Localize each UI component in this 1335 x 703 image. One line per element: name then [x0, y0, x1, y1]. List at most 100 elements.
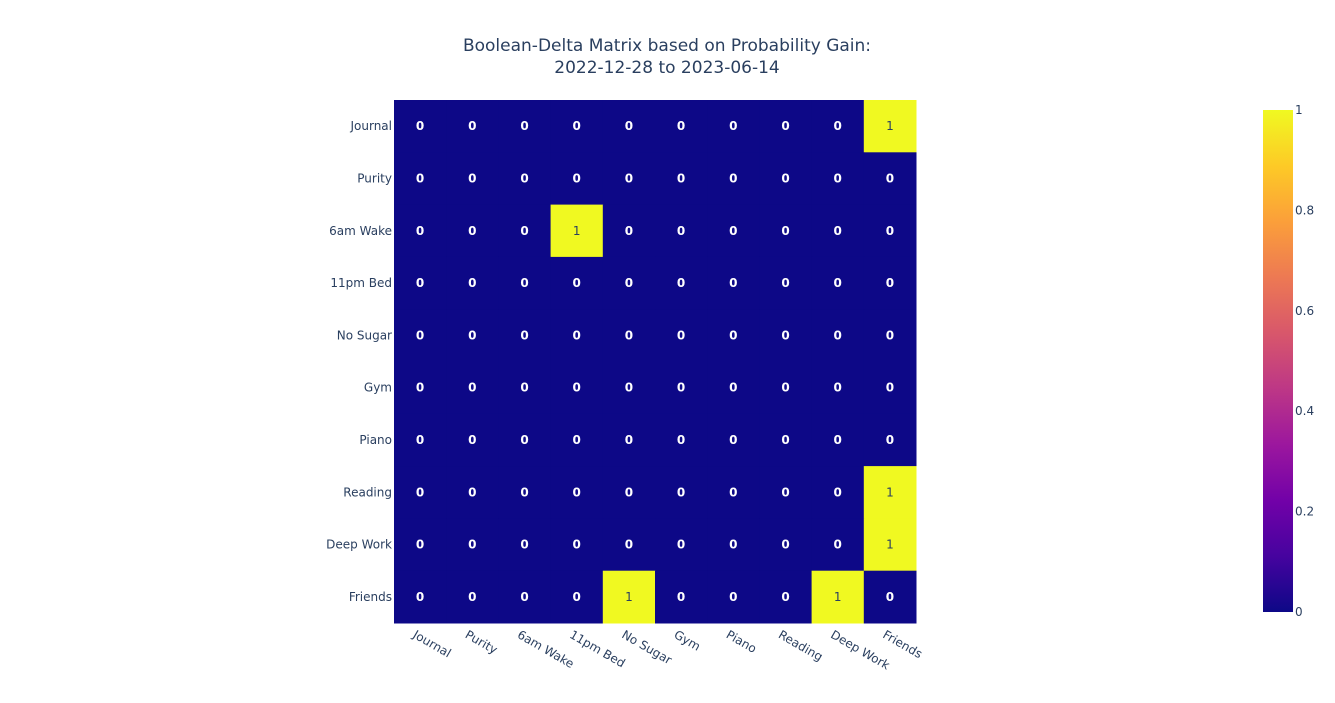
cell-value-label: 0 — [625, 381, 633, 395]
heatmap-cell — [602, 361, 656, 415]
cell-value-label: 0 — [520, 276, 528, 290]
x-tick-label: No Sugar — [619, 627, 674, 667]
heatmap-cell — [550, 256, 604, 310]
cell-value-label: 0 — [573, 590, 581, 604]
heatmap-cell — [446, 152, 499, 206]
cell-value-label: 0 — [677, 171, 685, 185]
cell-value-label: 0 — [729, 224, 737, 238]
heatmap-cell — [863, 256, 917, 310]
heatmap-cell — [498, 152, 552, 206]
cell-value-label: 0 — [573, 485, 581, 499]
heatmap-cell — [759, 309, 813, 362]
cell-value-label: 1 — [886, 538, 894, 552]
cell-value-label: 0 — [573, 381, 581, 395]
cell-value-label: 0 — [886, 381, 894, 395]
colorbar — [1263, 110, 1293, 612]
heatmap-cell — [446, 361, 499, 415]
cell-value-label: 0 — [729, 590, 737, 604]
heatmap-cell — [863, 570, 917, 624]
colorbar-tick-label: 0.2 — [1295, 505, 1314, 519]
heatmap-cell — [498, 309, 552, 362]
cell-value-label: 0 — [573, 276, 581, 290]
heatmap-cell — [446, 570, 499, 624]
y-axis-tick-labels: Journal Purity 6am Wake 11pm Bed No Sugar Gym… — [326, 119, 392, 604]
cell-value-label: 0 — [729, 171, 737, 185]
cell-value-label: 0 — [781, 433, 789, 447]
heatmap-cell — [707, 152, 760, 206]
cell-value-label: 0 — [834, 119, 842, 133]
cell-value-label: 0 — [520, 119, 528, 133]
cell-value-label: 0 — [573, 171, 581, 185]
heatmap-cell — [498, 413, 552, 467]
cell-value-label: 0 — [573, 538, 581, 552]
heatmap-cell — [811, 361, 865, 415]
cell-value-label: 1 — [573, 224, 581, 238]
cell-value-label: 0 — [468, 590, 476, 604]
cell-value-label: 0 — [886, 276, 894, 290]
cell-value-label: 0 — [468, 171, 476, 185]
chart-title-line-2: 2022-12-28 to 2023-06-14 — [554, 58, 779, 78]
heatmap-cell — [498, 100, 552, 153]
heatmap-cell — [498, 518, 552, 572]
colorbar-tick-label: 1 — [1295, 103, 1303, 117]
y-tick-label: 6am Wake — [329, 224, 392, 238]
cell-value-label: 0 — [781, 171, 789, 185]
heatmap-cell — [863, 309, 917, 362]
cell-value-label: 0 — [416, 381, 424, 395]
heatmap-cell — [602, 204, 656, 258]
heatmap-cell — [707, 309, 760, 362]
heatmap-cells: 0 0 0 0 0 0 0 0 0 1 0 0 0 0 0 0 0 0 0 0 0 0 0 1 0 0 0 0 0 0 0 0 0 0 0 0 0 0 0 0… — [394, 100, 917, 624]
cell-value-label: 0 — [886, 328, 894, 342]
heatmap-cell — [602, 256, 656, 310]
cell-value-label: 0 — [468, 485, 476, 499]
colorbar-tick-labels: 0 0.2 0.4 0.6 0.8 1 — [1295, 103, 1314, 619]
heatmap-cell — [550, 204, 604, 258]
cell-value-label: 0 — [886, 433, 894, 447]
cell-value-label: 0 — [781, 224, 789, 238]
cell-value-label: 0 — [781, 328, 789, 342]
cell-value-label: 0 — [625, 485, 633, 499]
cell-value-label: 0 — [468, 119, 476, 133]
cell-value-label: 0 — [468, 381, 476, 395]
cell-value-label: 0 — [520, 433, 528, 447]
cell-value-label: 0 — [625, 433, 633, 447]
cell-value-label: 0 — [834, 538, 842, 552]
y-tick-label: Journal — [349, 119, 392, 133]
cell-value-label: 0 — [416, 171, 424, 185]
cell-value-label: 1 — [625, 590, 633, 604]
cell-value-label: 0 — [729, 381, 737, 395]
heatmap-cell — [707, 466, 760, 519]
heatmap-cell — [394, 100, 447, 153]
cell-value-label: 0 — [781, 381, 789, 395]
heatmap-cell — [811, 413, 865, 467]
heatmap-cell — [394, 518, 447, 572]
heatmap-cell — [863, 413, 917, 467]
cell-value-label: 0 — [834, 171, 842, 185]
heatmap-cell — [498, 570, 552, 624]
heatmap-cell — [602, 518, 656, 572]
cell-value-label: 0 — [677, 590, 685, 604]
cell-value-label: 0 — [520, 224, 528, 238]
colorbar-tick-label: 0.8 — [1295, 203, 1314, 217]
colorbar-tick-label: 0.6 — [1295, 304, 1314, 318]
cell-value-label: 0 — [625, 328, 633, 342]
heatmap-cell — [550, 361, 604, 415]
heatmap-cell — [863, 100, 917, 153]
heatmap-cell — [707, 361, 760, 415]
cell-value-label: 0 — [468, 538, 476, 552]
heatmap-cell — [759, 256, 813, 310]
heatmap-cell — [707, 100, 760, 153]
x-tick-label: 6am Wake — [515, 627, 576, 671]
cell-value-label: 0 — [625, 171, 633, 185]
cell-value-label: 0 — [625, 224, 633, 238]
cell-value-label: 0 — [468, 433, 476, 447]
x-tick-label: Gym — [672, 627, 703, 653]
y-tick-label: Friends — [349, 590, 392, 604]
cell-value-label: 0 — [677, 119, 685, 133]
heatmap-cell — [550, 100, 604, 153]
cell-value-label: 0 — [677, 328, 685, 342]
heatmap-cell — [446, 204, 499, 258]
chart-title-line-1: Boolean-Delta Matrix based on Probabilit… — [463, 36, 871, 56]
heatmap-cell — [863, 204, 917, 258]
heatmap-cell — [550, 466, 604, 519]
